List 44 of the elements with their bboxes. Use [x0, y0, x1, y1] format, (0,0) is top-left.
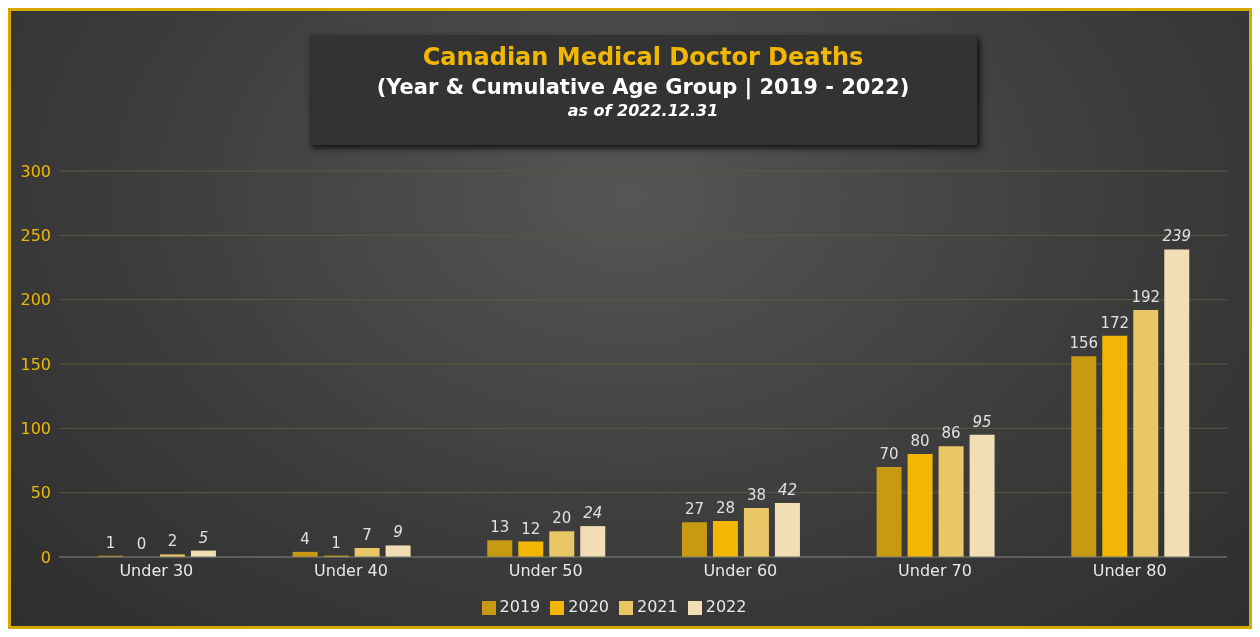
data-label: 12 [521, 519, 541, 538]
text: as of 2022.12.31 [566, 101, 720, 120]
legend-label: 2019 [499, 597, 541, 616]
data-label: 2 [167, 532, 178, 551]
data-label: 5 [198, 528, 209, 547]
data-label: 42 [777, 480, 797, 499]
data-label: 172 [1100, 313, 1130, 332]
legend-label: 2022 [705, 597, 747, 616]
data-label: 7 [362, 525, 372, 544]
y-tick-label: 250 [20, 226, 51, 246]
data-label: 27 [684, 500, 704, 519]
data-label: 1 [105, 533, 116, 552]
data-label: 9 [393, 523, 403, 542]
x-tick-label: Under 80 [1092, 561, 1167, 581]
data-label: 70 [879, 444, 899, 463]
data-label: 95 [972, 412, 992, 431]
data-label: 24 [583, 504, 603, 523]
data-label: 239 [1162, 227, 1192, 246]
data-label: 38 [746, 486, 766, 505]
legend-label: 2020 [568, 597, 609, 616]
x-tick-label: Under 40 [314, 561, 388, 581]
y-tick-label: 200 [20, 290, 51, 310]
data-label: 156 [1069, 334, 1099, 353]
x-tick-label: Under 30 [119, 561, 194, 581]
data-label: 13 [490, 518, 510, 537]
x-tick-label: Under 70 [898, 561, 972, 581]
x-tick-label: Under 60 [703, 561, 778, 581]
data-label: 1 [331, 533, 341, 552]
y-tick-label: 300 [20, 161, 51, 181]
data-label: 192 [1131, 287, 1161, 306]
data-label: 20 [552, 509, 572, 528]
chart-subtitle: (Year & Cumulative Age Group | 2019 - 2022) [375, 75, 911, 99]
y-tick-label: 100 [20, 419, 51, 439]
data-label: 4 [300, 529, 310, 548]
x-tick-label: Under 50 [508, 561, 583, 581]
data-label: 0 [136, 534, 147, 553]
legend-label: 2021 [637, 597, 678, 616]
data-label: 86 [941, 424, 961, 443]
y-tick-label: 50 [30, 483, 51, 503]
y-tick-label: 150 [20, 354, 51, 374]
data-label: 28 [715, 498, 735, 517]
data-label: 80 [910, 432, 930, 451]
chart-title: Canadian Medical Doctor Deaths [421, 43, 865, 71]
y-tick-label: 0 [40, 547, 51, 567]
